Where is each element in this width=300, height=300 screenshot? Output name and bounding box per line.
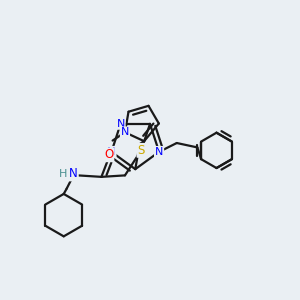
Text: N: N	[116, 119, 125, 129]
Text: O: O	[104, 148, 113, 161]
Text: H: H	[59, 169, 67, 179]
Text: N: N	[107, 147, 116, 157]
Text: N: N	[121, 127, 129, 137]
Text: S: S	[137, 144, 145, 157]
Text: N: N	[155, 147, 163, 157]
Text: N: N	[69, 167, 78, 180]
